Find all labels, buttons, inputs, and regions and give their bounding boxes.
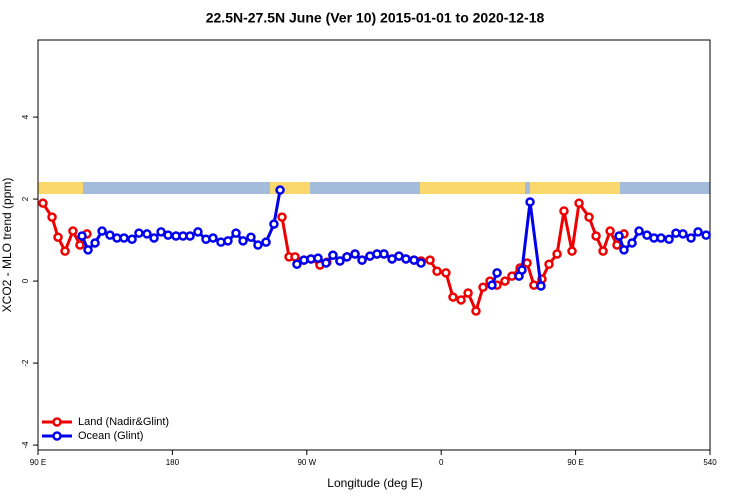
point: [38, 198, 48, 208]
point: [53, 232, 63, 242]
point: [401, 254, 411, 264]
point: [441, 268, 451, 278]
point: [60, 246, 70, 256]
point: [193, 227, 203, 237]
point: [544, 259, 554, 270]
point: [500, 276, 510, 286]
chart-title: 22.5N-27.5N June (Ver 10) 2015-01-01 to …: [206, 10, 545, 26]
point: [492, 268, 502, 278]
point: [552, 249, 562, 259]
point: [77, 231, 87, 241]
y-axis-label: XCO2 - MLO trend (ppm): [0, 178, 14, 313]
point: [328, 250, 338, 260]
legend-label: Ocean (Glint): [78, 430, 143, 442]
point: [456, 295, 466, 305]
point: [261, 237, 271, 247]
legend-label: Land (Nadir&Glint): [78, 416, 169, 428]
point: [591, 231, 601, 241]
point: [612, 240, 622, 250]
point: [127, 234, 137, 245]
map-strip: [38, 182, 710, 194]
plot-frame: [37, 39, 711, 451]
legend-marker: [52, 417, 62, 427]
point: [686, 233, 696, 243]
point: [185, 231, 195, 241]
point: [208, 233, 218, 243]
point: [487, 280, 497, 290]
point: [149, 233, 159, 243]
point: [292, 259, 302, 270]
point: [321, 258, 331, 268]
point: [163, 230, 173, 240]
point: [627, 238, 637, 248]
legend-marker: [52, 431, 62, 441]
point: [90, 238, 100, 248]
point: [701, 230, 711, 240]
point: [342, 252, 352, 262]
x-tick-label: 180: [166, 458, 180, 467]
point: [313, 253, 323, 263]
point: [471, 306, 481, 316]
point: [379, 249, 389, 259]
point: [142, 229, 152, 239]
point: [357, 255, 367, 265]
point: [238, 236, 248, 246]
point: [277, 212, 287, 222]
point: [656, 233, 666, 243]
point: [231, 228, 241, 238]
point: [253, 240, 263, 250]
point: [83, 245, 93, 255]
point: [463, 288, 473, 298]
point: [246, 232, 256, 242]
point: [275, 185, 285, 195]
y-tick-label: -4: [21, 441, 30, 449]
point: [156, 227, 166, 237]
x-tick-label: 90 W: [297, 458, 316, 467]
point: [97, 226, 107, 236]
y-tick-label: -2: [21, 359, 30, 367]
point: [335, 256, 345, 266]
point: [416, 258, 426, 268]
point: [432, 266, 442, 276]
point: [536, 281, 546, 291]
point: [47, 212, 57, 222]
point: [567, 246, 577, 256]
point: [517, 265, 527, 275]
point: [448, 292, 458, 302]
point: [614, 231, 624, 241]
point: [425, 255, 435, 265]
point: [678, 229, 688, 239]
point: [68, 226, 78, 236]
point: [693, 227, 703, 237]
x-tick-label: 540: [703, 458, 717, 467]
point: [605, 226, 615, 236]
point: [584, 212, 594, 222]
point: [522, 258, 532, 268]
x-axis-label: Longitude (deg E): [327, 476, 422, 490]
point: [478, 282, 488, 292]
point: [664, 234, 674, 245]
point: [75, 240, 85, 250]
point: [619, 245, 629, 255]
y-tick-label: 0: [21, 278, 30, 283]
point: [574, 198, 584, 208]
x-tick-label: 0: [439, 458, 444, 467]
y-tick-label: 4: [21, 114, 30, 119]
point: [634, 226, 644, 236]
x-tick-label: 90 E: [30, 458, 46, 467]
y-tick-label: 2: [21, 196, 30, 201]
point: [559, 206, 569, 216]
point: [269, 219, 279, 229]
point: [525, 197, 535, 207]
point: [119, 233, 129, 243]
point: [290, 252, 300, 262]
point: [350, 249, 360, 259]
point: [134, 228, 144, 238]
x-tick-label: 90 E: [567, 458, 583, 467]
point: [223, 236, 233, 246]
point: [598, 246, 608, 256]
